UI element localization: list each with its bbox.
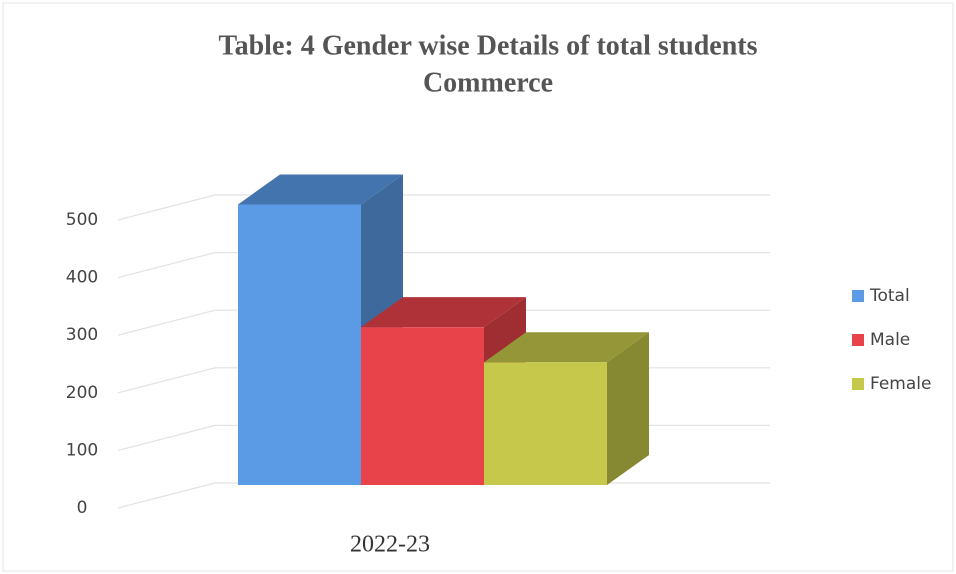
legend-label: Male <box>870 330 910 350</box>
bar-side <box>607 332 649 485</box>
y-tick-label: 400 <box>66 268 98 288</box>
grid-line <box>117 309 770 336</box>
bar <box>484 362 607 485</box>
y-tick-label: 500 <box>66 210 98 230</box>
legend-label: Female <box>870 374 931 394</box>
bar <box>238 204 361 485</box>
legend-swatch <box>852 378 864 390</box>
legend-swatch <box>852 334 864 346</box>
bar <box>361 327 484 485</box>
y-tick-label: 0 <box>77 498 88 518</box>
bar-top <box>484 332 649 363</box>
bar-top <box>361 297 526 328</box>
grid-line <box>117 252 770 279</box>
y-tick-label: 100 <box>66 440 98 460</box>
chart-title: Table: 4 Gender wise Details of total st… <box>219 30 758 61</box>
legend-label: Total <box>869 286 910 306</box>
bar-top <box>238 174 403 205</box>
grid-line <box>117 194 770 221</box>
y-tick-label: 200 <box>66 383 98 403</box>
legend-swatch <box>852 290 864 302</box>
x-tick-label: 2022-23 <box>350 532 430 558</box>
chart-subtitle: Commerce <box>423 67 553 98</box>
y-tick-label: 300 <box>66 325 98 345</box>
